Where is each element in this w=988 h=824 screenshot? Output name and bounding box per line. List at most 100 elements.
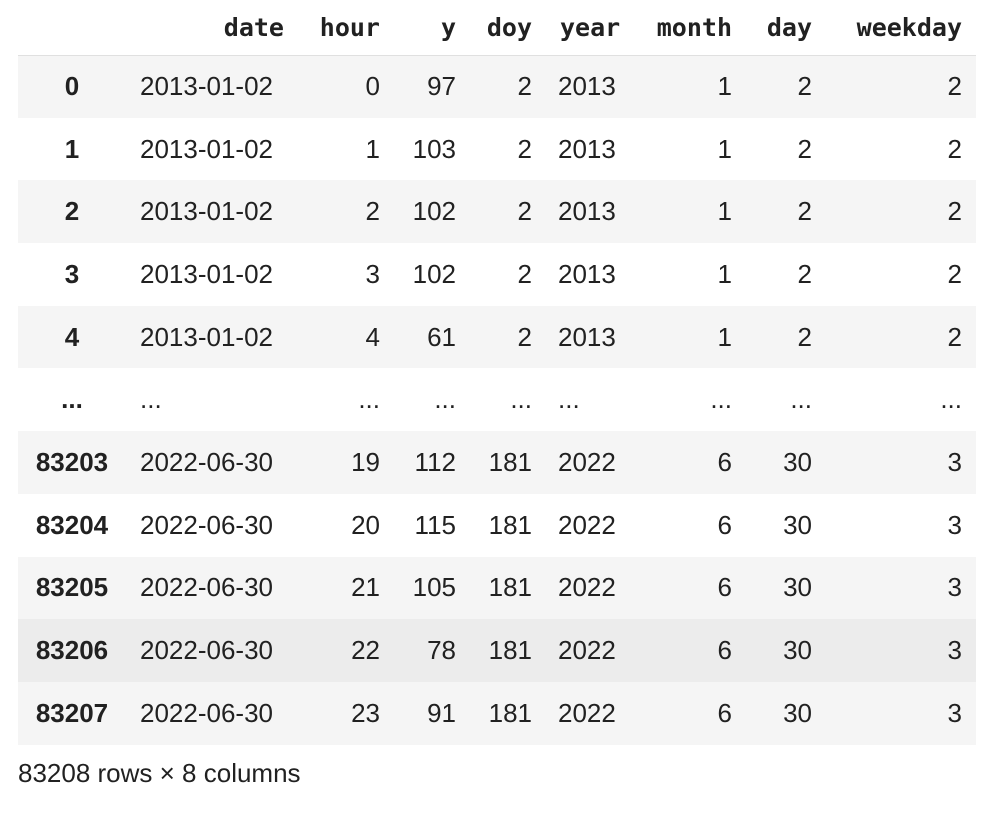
month-cell: 6 — [717, 572, 732, 603]
year-cell: 2022 — [558, 697, 616, 728]
y-cell: 105 — [412, 572, 456, 603]
weekday-cell: ... — [940, 384, 962, 415]
y-cell: ... — [434, 384, 456, 415]
day-cell: 2 — [797, 258, 812, 289]
y-cell: 115 — [414, 509, 456, 540]
dataframe-table: date hour y doy year month day weekday 0… — [18, 0, 976, 745]
day-cell: 30 — [783, 509, 812, 540]
date-cell: 2022-06-30 — [140, 697, 273, 728]
y-cell: 102 — [412, 258, 456, 289]
dataframe-output: date hour y doy year month day weekday 0… — [18, 0, 976, 745]
year-cell: 2013 — [558, 133, 616, 164]
weekday-cell: 2 — [947, 258, 962, 289]
column-header-y: y — [394, 0, 470, 56]
hour-cell: 23 — [351, 697, 380, 728]
hour-cell: 20 — [351, 509, 380, 540]
table-row: 0 2013-01-02 0 97 2 2013 1 2 2 — [18, 55, 976, 118]
row-index: 83205 — [35, 572, 109, 603]
doy-cell: 181 — [488, 635, 532, 666]
doy-cell: 181 — [488, 509, 532, 540]
day-cell: 30 — [783, 635, 812, 666]
month-cell: 1 — [717, 321, 732, 352]
table-row: 2 2013-01-02 2 102 2 2013 1 2 2 — [18, 180, 976, 244]
month-cell: 6 — [717, 635, 732, 666]
y-cell: 61 — [427, 321, 456, 352]
day-cell: 2 — [797, 196, 812, 227]
month-cell: 6 — [717, 446, 732, 477]
table-row: 83207 2022-06-30 23 91 181 2022 6 30 3 — [18, 681, 976, 745]
table-row: 83206 2022-06-30 22 78 181 2022 6 30 3 — [18, 619, 976, 682]
month-cell: 1 — [717, 258, 732, 289]
y-cell: 91 — [427, 697, 456, 728]
month-cell: 1 — [717, 133, 732, 164]
day-cell: 2 — [797, 321, 812, 352]
year-cell: 2022 — [558, 446, 616, 477]
column-header-weekday: weekday — [826, 0, 976, 56]
y-cell: 97 — [427, 71, 456, 102]
doy-cell: 2 — [517, 196, 532, 227]
table-header-row: date hour y doy year month day weekday — [18, 0, 976, 56]
table-ellipsis-row: ........................... — [18, 368, 976, 432]
column-header-month: month — [634, 0, 746, 56]
row-index: 83204 — [35, 509, 109, 540]
table-shape-caption: 83208 rows × 8 columns — [18, 758, 301, 788]
hour-cell: 1 — [365, 133, 380, 164]
doy-cell: ... — [510, 384, 532, 415]
day-cell: 2 — [797, 71, 812, 102]
year-cell: 2013 — [558, 196, 616, 227]
year-cell: 2013 — [558, 258, 616, 289]
weekday-cell: 2 — [947, 321, 962, 352]
doy-cell: 2 — [517, 133, 532, 164]
row-index: 83207 — [35, 697, 109, 728]
hour-cell: 22 — [351, 635, 380, 666]
weekday-cell: 3 — [947, 509, 962, 540]
doy-cell: 181 — [488, 446, 532, 477]
hour-cell: ... — [358, 384, 380, 415]
doy-cell: 2 — [517, 321, 532, 352]
hour-cell: 2 — [365, 196, 380, 227]
hour-cell: 4 — [365, 321, 380, 352]
weekday-cell: 3 — [947, 697, 962, 728]
month-cell: 1 — [717, 71, 732, 102]
table-row: 1 2013-01-02 1 103 2 2013 1 2 2 — [18, 117, 976, 181]
year-cell: ... — [558, 384, 580, 415]
day-cell: 30 — [783, 572, 812, 603]
table-row: 4 2013-01-02 4 61 2 2013 1 2 2 — [18, 305, 976, 369]
table-row: 83204 2022-06-30 20 115 181 2022 6 30 3 — [18, 493, 976, 557]
column-header-hour: hour — [298, 0, 394, 56]
doy-cell: 181 — [488, 572, 532, 603]
row-index: 0 — [64, 71, 80, 102]
table-row: 83203 2022-06-30 19 112 181 2022 6 30 3 — [18, 431, 976, 494]
doy-cell: 2 — [517, 71, 532, 102]
doy-cell: 181 — [488, 697, 532, 728]
date-cell: 2022-06-30 — [140, 635, 273, 666]
month-cell: 1 — [717, 196, 732, 227]
weekday-cell: 3 — [947, 446, 962, 477]
column-header-date: date — [126, 0, 298, 56]
year-cell: 2013 — [558, 321, 616, 352]
column-header-index — [18, 0, 126, 56]
date-cell: ... — [140, 384, 162, 415]
y-cell: 102 — [412, 196, 456, 227]
year-cell: 2013 — [558, 71, 616, 102]
hour-cell: 21 — [351, 572, 380, 603]
row-index: 1 — [64, 133, 80, 164]
date-cell: 2013-01-02 — [140, 196, 273, 227]
row-index: 3 — [64, 258, 80, 289]
date-cell: 2022-06-30 — [140, 572, 273, 603]
doy-cell: 2 — [517, 258, 532, 289]
row-index: ... — [61, 384, 83, 415]
table-row: 83205 2022-06-30 21 105 181 2022 6 30 3 — [18, 556, 976, 620]
column-header-year: year — [546, 0, 634, 56]
day-cell: 30 — [783, 697, 812, 728]
day-cell: 2 — [797, 133, 812, 164]
y-cell: 78 — [427, 635, 456, 666]
row-index: 4 — [64, 321, 80, 352]
hour-cell: 3 — [365, 258, 380, 289]
column-header-doy: doy — [470, 0, 546, 56]
weekday-cell: 2 — [947, 196, 962, 227]
hour-cell: 19 — [351, 446, 380, 477]
month-cell: 6 — [717, 509, 732, 540]
year-cell: 2022 — [558, 509, 616, 540]
year-cell: 2022 — [558, 572, 616, 603]
